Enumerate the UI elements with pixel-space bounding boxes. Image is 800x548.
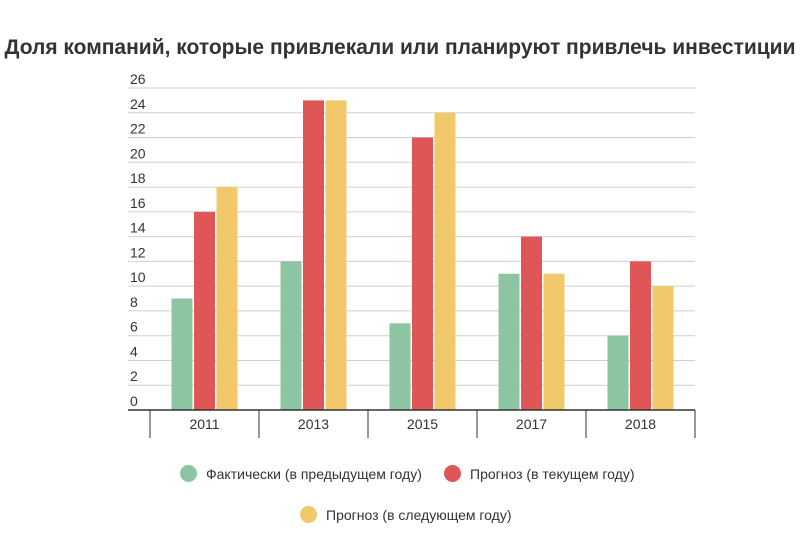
bar-2015-series-0 xyxy=(389,323,411,410)
bar-2015-series-2 xyxy=(434,112,456,411)
bar-2018-series-2 xyxy=(652,286,674,410)
y-tick-label: 12 xyxy=(130,244,146,260)
bar-2011-series-2 xyxy=(216,187,238,410)
bar-2013-series-2 xyxy=(325,100,347,410)
y-tick-label: 16 xyxy=(130,195,146,211)
y-tick-label: 8 xyxy=(130,294,138,310)
chart-title: Доля компаний, которые привлекали или пл… xyxy=(4,36,796,59)
legend-swatch-forecast-next xyxy=(300,506,317,523)
y-tick-label: 0 xyxy=(130,393,138,409)
legend-label-forecast-next: Прогноз (в следующем году) xyxy=(326,506,512,523)
y-tick-label: 6 xyxy=(130,319,138,335)
bar-2017-series-2 xyxy=(543,273,565,410)
bar-2017-series-1 xyxy=(521,236,542,410)
bar-2017-series-0 xyxy=(498,273,520,410)
legend-label-forecast-current: Прогноз (в текущем году) xyxy=(470,465,635,482)
bar-2011-series-0 xyxy=(171,298,193,410)
y-tick-label: 18 xyxy=(130,170,146,186)
x-tick-label: 2017 xyxy=(516,416,547,432)
legend-item-actual: Фактически (в предыдущем году) xyxy=(180,465,422,482)
legend-item-forecast-next: Прогноз (в следующем году) xyxy=(300,506,512,523)
bar-2015-series-1 xyxy=(412,137,433,411)
gridlines xyxy=(128,87,695,411)
bars xyxy=(171,100,674,411)
y-tick-label: 10 xyxy=(130,269,146,285)
y-tick-label: 4 xyxy=(130,343,138,359)
legend-swatch-forecast-current xyxy=(444,465,461,482)
x-tick-label: 2013 xyxy=(298,416,329,432)
y-tick-label: 24 xyxy=(130,96,146,112)
bar-2013-series-0 xyxy=(280,261,302,410)
x-tick-label: 2011 xyxy=(189,416,219,432)
legend-item-forecast-current: Прогноз (в текущем году) xyxy=(444,465,635,482)
x-tick-label: 2015 xyxy=(407,416,438,432)
y-tick-label: 26 xyxy=(130,71,146,87)
bar-2018-series-1 xyxy=(630,261,651,410)
x-axis: 2011 2013 2015 2017 2018 xyxy=(128,409,696,438)
y-tick-label: 14 xyxy=(130,220,146,236)
y-tick-label: 22 xyxy=(130,121,146,137)
bar-2011-series-1 xyxy=(194,211,215,410)
legend-label-actual: Фактически (в предыдущем году) xyxy=(206,465,422,482)
bar-2013-series-1 xyxy=(303,100,324,410)
y-tick-label: 2 xyxy=(130,368,138,384)
x-tick-label: 2018 xyxy=(625,416,656,432)
bar-2018-series-0 xyxy=(607,335,629,410)
y-tick-label: 20 xyxy=(130,145,146,161)
legend-swatch-actual xyxy=(180,465,197,482)
